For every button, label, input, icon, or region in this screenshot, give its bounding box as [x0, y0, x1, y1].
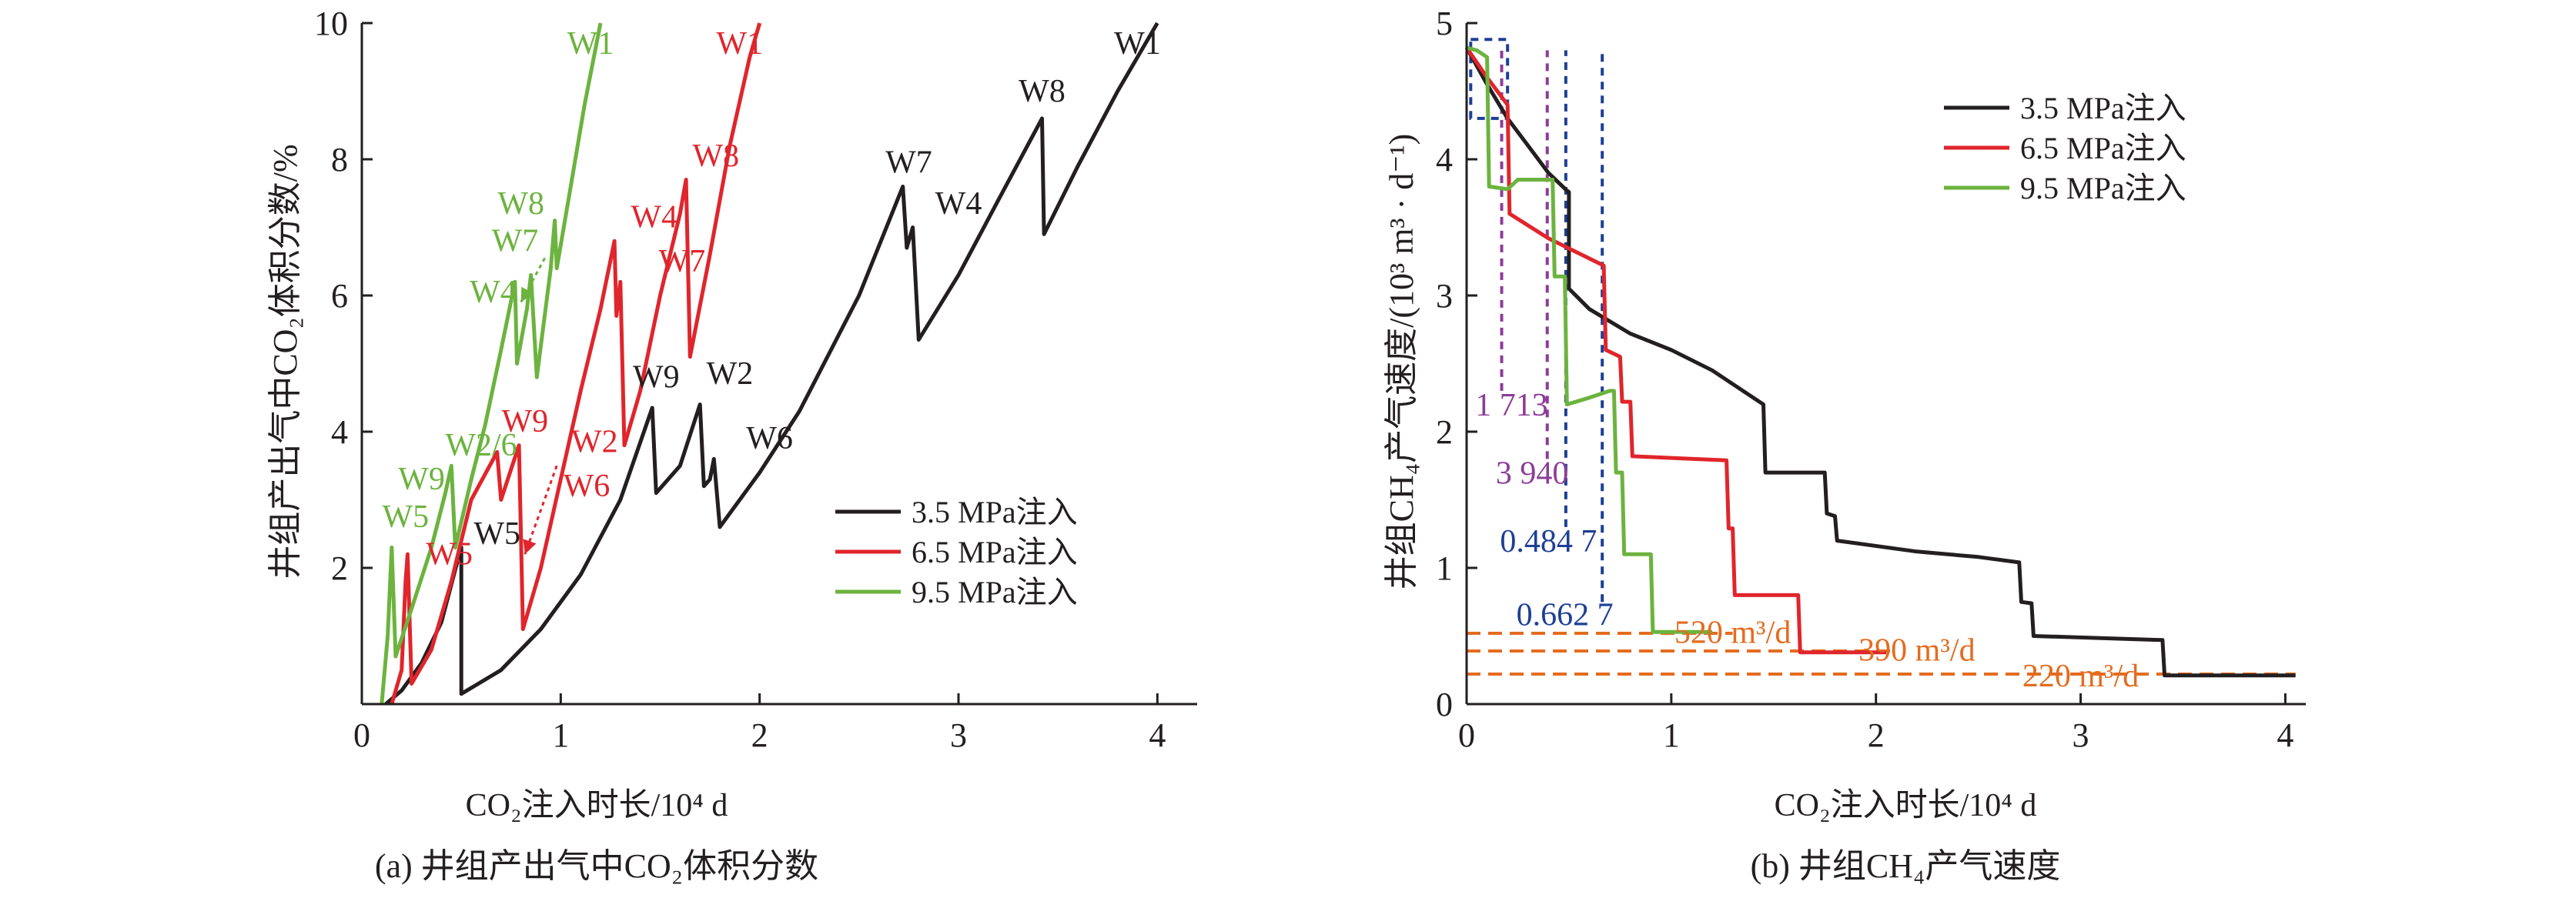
panel-a-caption: (a) 井组产出气中CO₂体积分数: [375, 847, 818, 885]
panel-a-annotation-4: W9: [633, 359, 680, 395]
panel-b-x-tick-label-3: 3: [2073, 716, 2089, 754]
panel-a-annotation-15: W5: [426, 537, 473, 573]
panel-a-annotation-8: W1: [717, 26, 764, 62]
panel-a-x-tick-label-3: 3: [950, 716, 967, 754]
panel-b-y-tick-label-4: 4: [1436, 141, 1453, 179]
panel-b-annotation-3: 0.662 7: [1517, 597, 1614, 633]
panel-b-legend: 3.5 MPa注入 6.5 MPa注入 9.5 MPa注入: [1944, 91, 2186, 205]
panel-b-annotation-1: 3 940: [1496, 456, 1569, 491]
panel-a-series-line-0: [384, 22, 1159, 706]
panel-b: 0 1 2 3 4 0 1 2 3 4 5 1 713 3 940 0.484 7 0.662 7 520 …: [1383, 5, 2306, 885]
panel-a-legend: 3.5 MPa注入 6.5 MPa注入 9.5 MPa注入: [835, 495, 1078, 609]
panel-a-y-tick-label-3: 8: [331, 141, 348, 179]
panel-a-annotation-20: W2/6: [445, 428, 517, 463]
panel-b-annotation-4: 520 m³/d: [1674, 615, 1791, 650]
panel-b-legend-entry-2: 9.5 MPa注入: [1944, 171, 2186, 205]
panel-a-legend-label-0: 3.5 MPa注入: [912, 495, 1078, 529]
panel-b-legend-entry-1: 6.5 MPa注入: [1944, 131, 2186, 165]
panel-b-y-tick-label-3: 3: [1436, 277, 1453, 315]
panel-a-annotation-22: W5: [383, 499, 430, 535]
panel-a-annotation-0: W1: [1114, 26, 1161, 62]
panel-a-annotation-10: W4: [631, 200, 677, 235]
panel-b-series-line-1: [1464, 46, 1886, 655]
panel-b-x-tick-label-4: 4: [2277, 716, 2293, 754]
panel-b-x-tick-label-1: 1: [1663, 716, 1680, 754]
panel-b-annotation-6: 220 m³/d: [2022, 659, 2139, 694]
panel-a-annotation-14: W6: [564, 469, 611, 504]
panel-a-annotation-1: W8: [1019, 74, 1066, 109]
panel-b-legend-entry-0: 3.5 MPa注入: [1944, 91, 2186, 125]
panel-b-axes: 0 1 2 3 4 0 1 2 3 4 5: [1436, 5, 2306, 754]
panel-b-y-tick-label-0: 0: [1436, 686, 1453, 723]
panel-b-y-tick-label-5: 5: [1436, 5, 1453, 42]
panel-a-annotation-6: W6: [746, 421, 793, 456]
panel-b-legend-label-1: 6.5 MPa注入: [2020, 131, 2186, 165]
panel-a-annotation-21: W9: [398, 462, 445, 497]
panel-b-ylabel: 井组CH₄产气速度/(10³ m³ · d⁻¹): [1383, 134, 1420, 590]
panel-b-annotations: 1 713 3 940 0.484 7 0.662 7 520 m³/d 390 m³/d…: [1475, 388, 2139, 694]
panel-b-annotation-2: 0.484 7: [1500, 524, 1597, 559]
panel-b-annotation-0: 1 713: [1475, 388, 1548, 423]
panel-a-ylabel: 井组产出气中CO₂体积分数/%: [266, 144, 304, 579]
panel-a-legend-label-1: 6.5 MPa注入: [912, 535, 1078, 569]
panel-a-annotation-11: W7: [659, 244, 706, 279]
panel-a-y-tick-label-2: 6: [331, 277, 348, 315]
panel-b-legend-label-0: 3.5 MPa注入: [2020, 91, 2186, 125]
panel-a-x-tick-label-0: 0: [353, 716, 370, 754]
panel-a-arrow-1: [523, 465, 558, 555]
panel-b-xlabel: CO₂注入时长/10⁴ d: [1775, 787, 2037, 823]
panel-b-highlight-box: [1469, 38, 1510, 120]
panel-b-annotation-5: 390 m³/d: [1858, 633, 1975, 668]
panel-b-caption: (b) 井组CH₄产气速度: [1751, 847, 2061, 885]
panel-a-annotation-7: W5: [473, 516, 520, 552]
panel-a-axes: 0 1 2 3 4 2 4 6 8 10: [314, 5, 1197, 754]
panel-b-series-line-0: [1464, 46, 2296, 678]
panel-b-y-tick-label-2: 2: [1436, 413, 1453, 451]
panel-a-annotation-16: W1: [567, 26, 614, 62]
panel-a-legend-entry-0: 3.5 MPa注入: [835, 495, 1078, 529]
panel-a-x-tick-label-4: 4: [1149, 716, 1166, 754]
panel-a-series-layer: [380, 22, 1159, 706]
panel-b-y-tick-label-1: 1: [1436, 549, 1453, 587]
panel-a-annotation-19: W4: [470, 275, 517, 310]
panel-a-x-tick-label-1: 1: [552, 716, 569, 754]
panel-a-y-tick-label-0: 2: [331, 549, 348, 587]
panel-a-annotation-18: W7: [492, 223, 539, 259]
panel-b-series-line-2: [1466, 45, 1712, 634]
panel-a-annotation-5: W2: [707, 356, 754, 392]
panel-a-legend-entry-1: 6.5 MPa注入: [835, 535, 1078, 569]
panel-a-annotation-3: W4: [935, 186, 982, 222]
panel-b-series-layer: [1464, 45, 2296, 678]
panel-a-y-tick-label-1: 4: [331, 413, 348, 451]
panel-a-series-line-2: [380, 22, 603, 705]
panel-a-xlabel: CO₂注入时长/10⁴ d: [466, 787, 728, 823]
panel-a-series-line-1: [390, 22, 762, 705]
panel-a-legend-label-2: 9.5 MPa注入: [912, 575, 1078, 609]
panel-b-x-tick-label-2: 2: [1868, 716, 1885, 754]
panel-a-annotation-2: W7: [885, 145, 932, 181]
panel-a-y-tick-label-4: 10: [314, 5, 348, 42]
panel-a-annotation-13: W2: [571, 425, 618, 460]
panel-b-legend-label-2: 9.5 MPa注入: [2020, 171, 2186, 205]
panel-a-legend-entry-2: 9.5 MPa注入: [835, 575, 1078, 609]
panel-a-x-tick-label-2: 2: [751, 716, 768, 754]
panel-a-annotation-12: W9: [502, 404, 549, 439]
panel-a-annotation-9: W8: [693, 139, 740, 174]
panel-a-arrow-0: [520, 257, 546, 303]
panel-b-x-tick-label-0: 0: [1458, 716, 1475, 754]
panel-a-annotation-17: W8: [497, 186, 544, 222]
